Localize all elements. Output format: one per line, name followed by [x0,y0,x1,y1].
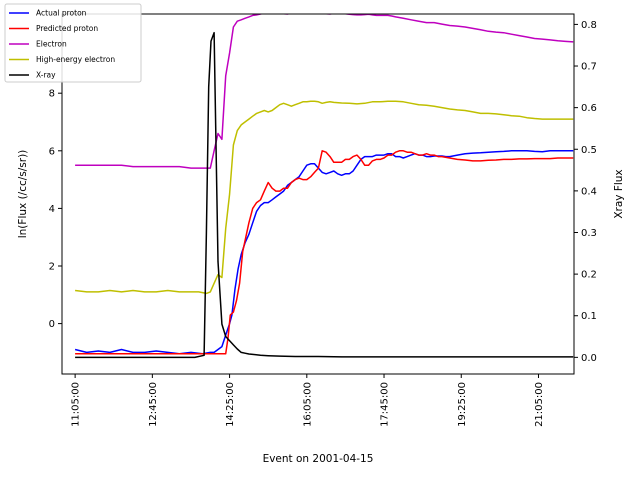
left-axis-label: ln(Flux (/cc/s/sr)) [17,150,29,239]
legend-label-3: High-energy electron [36,55,115,64]
right-tick-label-1: 0.1 [581,311,597,322]
right-tick-label-2: 0.2 [581,270,597,281]
series-line-2 [75,14,574,169]
series-line-4 [75,31,574,359]
x-tick-label-0: 11:05:00 [71,382,82,427]
right-tick-label-7: 0.7 [581,62,597,73]
series-layer [74,14,574,359]
left-tick-label-4: 8 [49,89,55,100]
x-tick-label-5: 19:25:00 [457,382,468,427]
x-tick-label-6: 21:05:00 [534,382,545,427]
left-tick-label-3: 6 [49,146,55,157]
right-tick-label-5: 0.5 [581,145,597,156]
left-tick-label-2: 4 [49,204,55,215]
x-tick-label-1: 12:45:00 [148,382,159,427]
legend: Actual proton Predicted proton Electron Hig… [4,3,142,83]
legend-label-1: Predicted proton [36,24,98,33]
x-tick-label-2: 14:25:00 [225,382,236,427]
x-axis-label: Event on 2001-04-15 [263,453,374,465]
right-tick-label-0: 0.0 [581,353,597,364]
right-tick-label-8: 0.8 [581,20,597,31]
right-axis-label: Xray Flux [613,169,625,218]
x-tick-label-3: 16:05:00 [302,382,313,427]
legend-label-2: Electron [36,40,67,49]
series-line-0 [74,150,574,355]
right-tick-label-3: 0.3 [581,228,597,239]
legend-box [4,3,142,83]
legend-label-4: X-ray [36,71,56,80]
series-line-3 [75,100,574,295]
right-tick-label-6: 0.6 [581,103,597,114]
left-tick-label-1: 2 [49,262,55,273]
left-tick-label-0: 0 [49,319,55,330]
plot-frame [61,13,575,375]
right-tick-label-4: 0.4 [581,186,597,197]
left-axis: 0 2 4 6 8 [49,89,62,330]
legend-label-0: Actual proton [36,9,87,18]
x-tick-label-4: 17:45:00 [380,382,391,427]
right-axis: 0.0 0.1 0.2 0.3 0.4 0.5 0.6 0.7 0.8 [574,20,597,364]
series-line-1 [75,150,574,355]
x-axis: 11:05:00 12:45:00 14:25:00 16:05:00 17:45:00… [71,374,545,427]
